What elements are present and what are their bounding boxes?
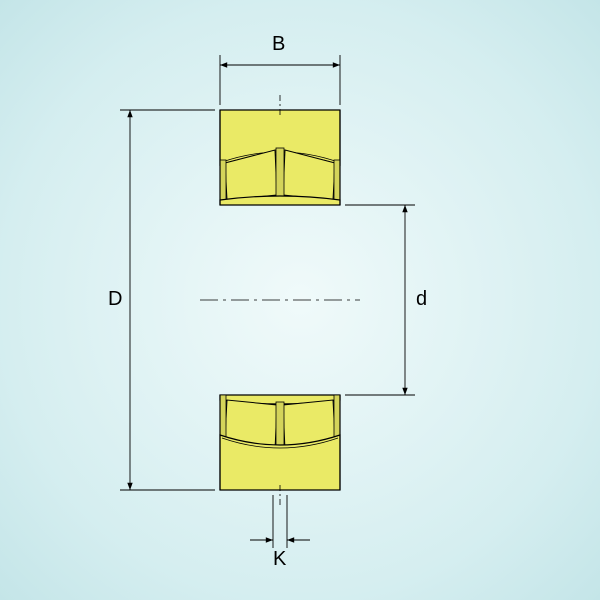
label-B: B xyxy=(272,33,285,56)
bearing-bottom-half xyxy=(220,395,340,490)
label-D: D xyxy=(108,288,122,311)
label-K: K xyxy=(273,548,286,571)
bearing-diagram xyxy=(0,0,600,600)
bearing-top-half xyxy=(220,110,340,205)
label-d: d xyxy=(416,288,427,311)
